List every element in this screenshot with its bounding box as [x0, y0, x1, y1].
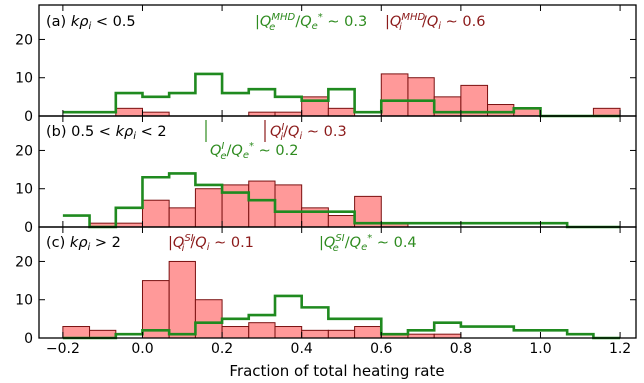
x-tick-label-4: 0.6 [370, 341, 392, 357]
x-tick-label-5: 0.8 [450, 341, 472, 357]
panel-b-ion-annotation: QI i/Qi ∼ 0.3 [270, 122, 347, 143]
panel-b-title: (b) 0.5 < kρi < 2 [46, 124, 167, 142]
panel-c-ion-bar-4 [168, 260, 196, 339]
panel-b-ytick-label-20: 20 [15, 143, 33, 159]
panel-a-ion-bar-16 [487, 104, 515, 117]
panel-a-ytick-label-0: 0 [24, 109, 33, 125]
panel-a-electron-annotation: |QMHD e/Qe* ∼ 0.3 [255, 12, 367, 33]
panel-b-electron-step-line [62, 172, 621, 229]
panel-a-electron-step-line [62, 72, 621, 118]
panel-a-ion-bar-2 [115, 107, 143, 117]
panel-c-bars [62, 260, 621, 340]
panel-c-ion-bar-0 [62, 326, 91, 339]
panel-c-ion-bar-5 [194, 299, 223, 339]
panel-b: 0 10 20 (b) 0.5 < kρi < 2 QI e/Qe* ∼ 0.2 QI… [15, 115, 637, 236]
panel-c-electron-annotation: |QSI e/Qe* ∼ 0.4 [319, 233, 417, 254]
x-axis: −0.2 0.0 0.2 0.4 0.6 0.8 1.0 1.2 [46, 341, 631, 357]
panel-c-ytick-label-10: 10 [15, 293, 33, 309]
panel-c-ytick-label-0: 0 [24, 331, 33, 347]
panel-c-ion-bar-8 [274, 326, 303, 339]
panel-b-ion-bar-5 [194, 188, 223, 228]
panel-b-ion-bar-7 [248, 180, 276, 228]
panel-a-bars [62, 72, 621, 118]
panel-a-ion-annotation: |QMHD i/Qi ∼ 0.6 [385, 12, 485, 33]
x-tick-label-3: 0.4 [291, 341, 313, 357]
panel-a: 0 10 20 (a) kρi < 0.5 |QMHD e/Qe* ∼ 0.3 |QM… [15, 4, 637, 125]
panel-c-ion-bar-9 [301, 329, 329, 339]
x-tick-label-2: 0.2 [211, 341, 233, 357]
panel-c-title: (c) kρi > 2 [46, 235, 121, 253]
panel-c-ticks: 0 10 20 [15, 227, 636, 347]
panel-a-ytick-label-20: 20 [15, 32, 33, 48]
panel-b-ion-bar-4 [168, 207, 196, 228]
panel-a-ion-bar-12 [380, 73, 409, 117]
panel-b-bars [62, 172, 621, 229]
panel-c-ion-bar-11 [354, 326, 382, 339]
panel-c-ion-bar-6 [221, 326, 250, 339]
panel-b-electron-annotation: QI e/Qe* ∼ 0.2 [210, 141, 298, 162]
panel-c-ion-bar-10 [327, 329, 356, 339]
x-tick-label-7: 1.2 [609, 341, 631, 357]
panel-c-ion-annotation: |QSI i/Qi ∼ 0.1 [168, 233, 254, 254]
panel-a-ion-bar-13 [407, 77, 435, 117]
panel-c-frame [38, 226, 637, 339]
panel-b-ion-bar-3 [141, 199, 170, 228]
panel-b-ion-bar-8 [274, 184, 303, 228]
panel-a-ion-bar-10 [327, 107, 356, 117]
panel-b-ticks: 0 10 20 [15, 116, 636, 236]
panel-c-ion-bar-7 [248, 322, 276, 339]
x-axis-label: Fraction of total heating rate [229, 362, 444, 380]
panel-c-ytick-label-20: 20 [15, 254, 33, 270]
x-tick-label-6: 1.0 [529, 341, 551, 357]
panel-a-title: (a) kρi < 0.5 [46, 14, 136, 32]
panel-b-ytick-label-0: 0 [24, 220, 33, 236]
panel-c-electron-step-line [62, 294, 621, 340]
x-tick-label-0: −0.2 [46, 341, 80, 357]
panel-b-ion-bar-10 [327, 215, 356, 228]
panel-b-ytick-label-10: 10 [15, 182, 33, 198]
panel-b-ion-bar-6 [221, 184, 250, 228]
panel-a-ytick-label-10: 10 [15, 71, 33, 87]
x-tick-label-1: 0.0 [131, 341, 153, 357]
panel-c: 0 10 20 (c) kρi > 2 |QSI i/Qi ∼ 0.1 |QSI e/Q… [15, 226, 637, 347]
